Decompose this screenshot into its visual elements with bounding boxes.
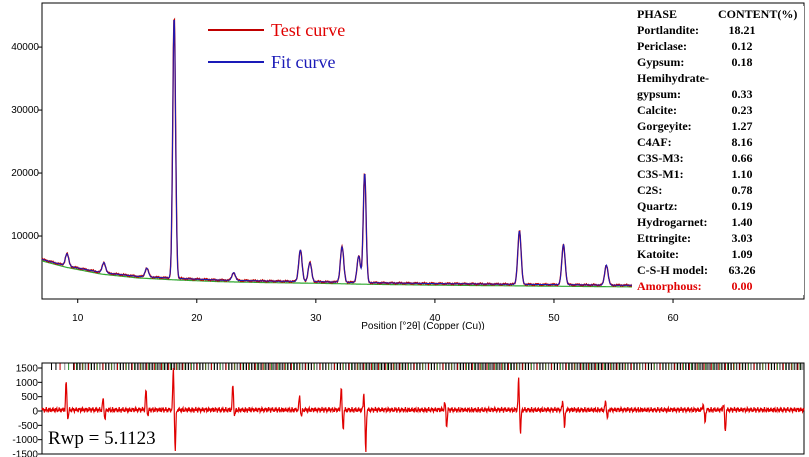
- phase-name: gypsum:: [637, 87, 681, 101]
- phase-table: PHASE CONTENT(%) Portlandite: 18.21 Pericl…: [632, 6, 804, 295]
- phase-name: Amorphous:: [637, 279, 702, 293]
- phase-name: Quartz:: [637, 199, 678, 213]
- residual-axes: 1500 1000 500 0 -500 -1000 -1500: [12, 364, 42, 457]
- phase-name: C4AF:: [637, 135, 672, 149]
- phase-name: Hemihydrate-: [637, 71, 709, 85]
- phase-name: C3S-M3:: [637, 151, 684, 165]
- phase-name: Gorgeyite:: [637, 119, 692, 133]
- phase-content: 0.12: [732, 39, 753, 53]
- phase-content: 0.00: [732, 279, 753, 293]
- phase-content: 3.03: [732, 231, 753, 245]
- phase-content: 0.19: [732, 199, 753, 213]
- x-tick-label: 30: [310, 313, 322, 324]
- content-header: CONTENT(%): [718, 7, 797, 21]
- main-axes: 10 20 30 40 50 60 10000 20000 30000 40000: [11, 42, 679, 324]
- legend-label-test: Test curve: [271, 20, 345, 40]
- phase-name: C2S:: [637, 183, 662, 197]
- phase-name: Gypsum:: [637, 55, 684, 69]
- y-tick-label: 10000: [11, 231, 39, 242]
- phase-table-background: [632, 6, 804, 295]
- phase-content: 8.16: [732, 135, 753, 149]
- residual-y-tick-label: -500: [18, 421, 38, 432]
- phase-content: 1.40: [732, 215, 753, 229]
- phase-content: 0.78: [732, 183, 753, 197]
- residual-y-tick-label: 1500: [16, 364, 39, 375]
- reflection-marker-bar: [51, 363, 804, 370]
- phase-content: 0.18: [732, 55, 753, 69]
- y-tick-label: 20000: [11, 168, 39, 179]
- phase-name: Hydrogarnet:: [637, 215, 707, 229]
- phase-content: 0.33: [732, 87, 753, 101]
- phase-name: Portlandite:: [637, 23, 699, 37]
- phase-content: 1.09: [732, 247, 753, 261]
- x-tick-label: 10: [72, 313, 84, 324]
- phase-name: Ettringite:: [637, 231, 691, 245]
- residual-y-tick-label: 500: [21, 392, 38, 403]
- phase-content: 18.21: [729, 23, 756, 37]
- residual-y-tick-label: -1000: [12, 435, 38, 446]
- residual-chart: 1500 1000 500 0 -500 -1000 -1500 Rwp = 5.1123: [12, 362, 805, 457]
- phase-name: C-S-H model:: [637, 263, 708, 277]
- phase-content: 0.66: [732, 151, 753, 165]
- xrd-pattern-chart: 10 20 30 40 50 60 10000 20000 30000 40000 Test cu…: [11, 2, 805, 330]
- y-tick-label: 40000: [11, 42, 39, 53]
- residual-y-tick-label: -1500: [12, 450, 38, 457]
- phase-name: Katoite:: [637, 247, 679, 261]
- x-axis-label: Position [°2θ] (Copper (Cu)): [361, 321, 485, 330]
- legend-label-fit: Fit curve: [271, 52, 336, 72]
- phase-content: 1.27: [732, 119, 753, 133]
- phase-content: 63.26: [729, 263, 756, 277]
- phase-content: 0.23: [732, 103, 753, 117]
- phase-name: Periclase:: [637, 39, 687, 53]
- phase-header: PHASE: [637, 7, 677, 21]
- y-tick-label: 30000: [11, 105, 39, 116]
- x-tick-label: 40: [429, 313, 441, 324]
- phase-name: C3S-M1:: [637, 167, 684, 181]
- x-tick-label: 50: [548, 313, 560, 324]
- legend: Test curve Fit curve: [208, 20, 345, 72]
- residual-line: [41, 367, 805, 453]
- residual-y-tick-label: 1000: [16, 378, 39, 389]
- rwp-label: Rwp = 5.1123: [48, 428, 156, 449]
- phase-name: Calcite:: [637, 103, 677, 117]
- x-tick-label: 60: [667, 313, 679, 324]
- residual-y-tick-label: 0: [32, 407, 38, 418]
- phase-content: 1.10: [732, 167, 753, 181]
- x-tick-label: 20: [191, 313, 203, 324]
